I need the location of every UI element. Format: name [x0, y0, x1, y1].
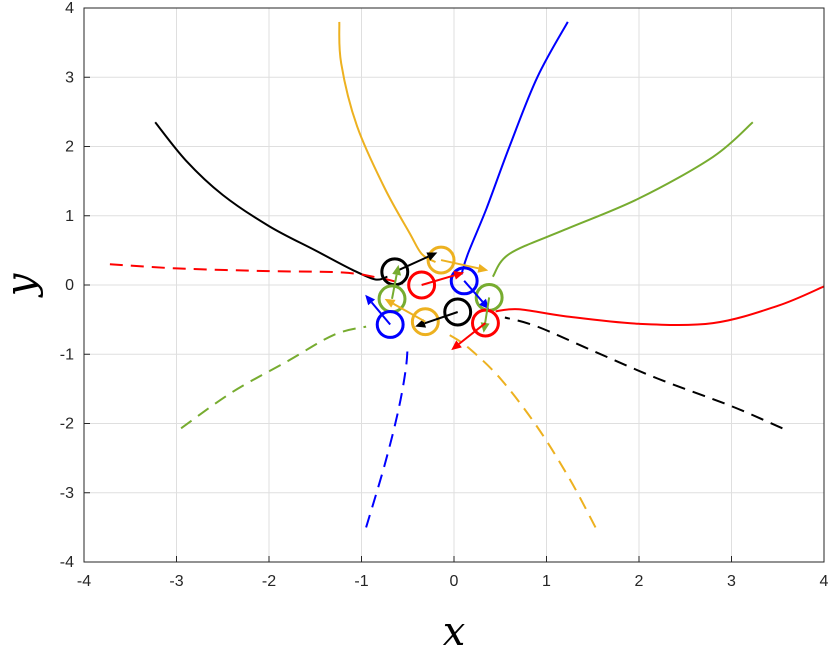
y-axis-label: y — [0, 272, 44, 298]
black-agent-circle — [443, 297, 473, 327]
yellow-agent-circle — [410, 307, 440, 337]
yellow-velocity-arrow — [440, 259, 489, 273]
x-tick-label: 2 — [635, 573, 644, 590]
blue-velocity-arrow — [463, 280, 490, 310]
x-tick-label: 4 — [820, 573, 829, 590]
yellow-solid-trajectory — [338, 21, 436, 263]
x-axis-ticks: -4 -3 -2 -1 0 1 2 3 4 — [77, 556, 829, 590]
blue-dashed-trajectory — [365, 343, 409, 528]
y-tick-label: 4 — [65, 0, 74, 17]
y-tick-label: -3 — [60, 485, 74, 502]
x-tick-label: 1 — [542, 573, 551, 590]
red-agent-circle — [407, 270, 437, 300]
blue-velocity-arrow — [365, 294, 391, 326]
black-velocity-arrow — [394, 252, 438, 273]
yellow-agent-circle — [426, 245, 456, 275]
y-tick-label: -1 — [60, 346, 74, 363]
black-dashed-trajectory — [504, 316, 783, 430]
y-tick-label: -4 — [60, 554, 74, 571]
red-agent-circle — [471, 308, 500, 338]
x-tick-label: 3 — [727, 573, 736, 590]
green-solid-trajectory — [491, 121, 754, 278]
black-solid-trajectory — [154, 121, 388, 281]
x-tick-label: -1 — [354, 573, 368, 590]
y-tick-label: 1 — [65, 208, 74, 225]
x-tick-label: -3 — [169, 573, 183, 590]
trajectories — [109, 21, 824, 528]
red-solid-trajectory — [495, 285, 824, 326]
red-velocity-arrow — [451, 322, 487, 351]
green-velocity-arrow — [391, 264, 402, 300]
yellow-velocity-arrow — [384, 298, 426, 323]
x-tick-label: 0 — [450, 573, 459, 590]
agent-circles — [375, 245, 504, 339]
y-tick-label: 0 — [65, 277, 74, 294]
y-axis-ticks: -4 -3 -2 -1 0 1 2 3 4 — [60, 0, 90, 571]
x-tick-label: -2 — [262, 573, 276, 590]
y-tick-label: 3 — [65, 69, 74, 86]
blue-agent-circle — [375, 310, 405, 339]
blue-solid-trajectory — [460, 21, 569, 275]
y-tick-label: 2 — [65, 139, 74, 156]
red-velocity-arrow — [421, 271, 465, 286]
velocity-arrows — [365, 252, 491, 351]
y-tick-label: -2 — [60, 416, 74, 433]
yellow-dashed-trajectory — [448, 334, 597, 528]
green-dashed-trajectory — [180, 325, 367, 430]
blue-agent-circle — [449, 266, 479, 296]
x-axis-label: x — [443, 609, 466, 653]
x-tick-label: -4 — [77, 573, 91, 590]
